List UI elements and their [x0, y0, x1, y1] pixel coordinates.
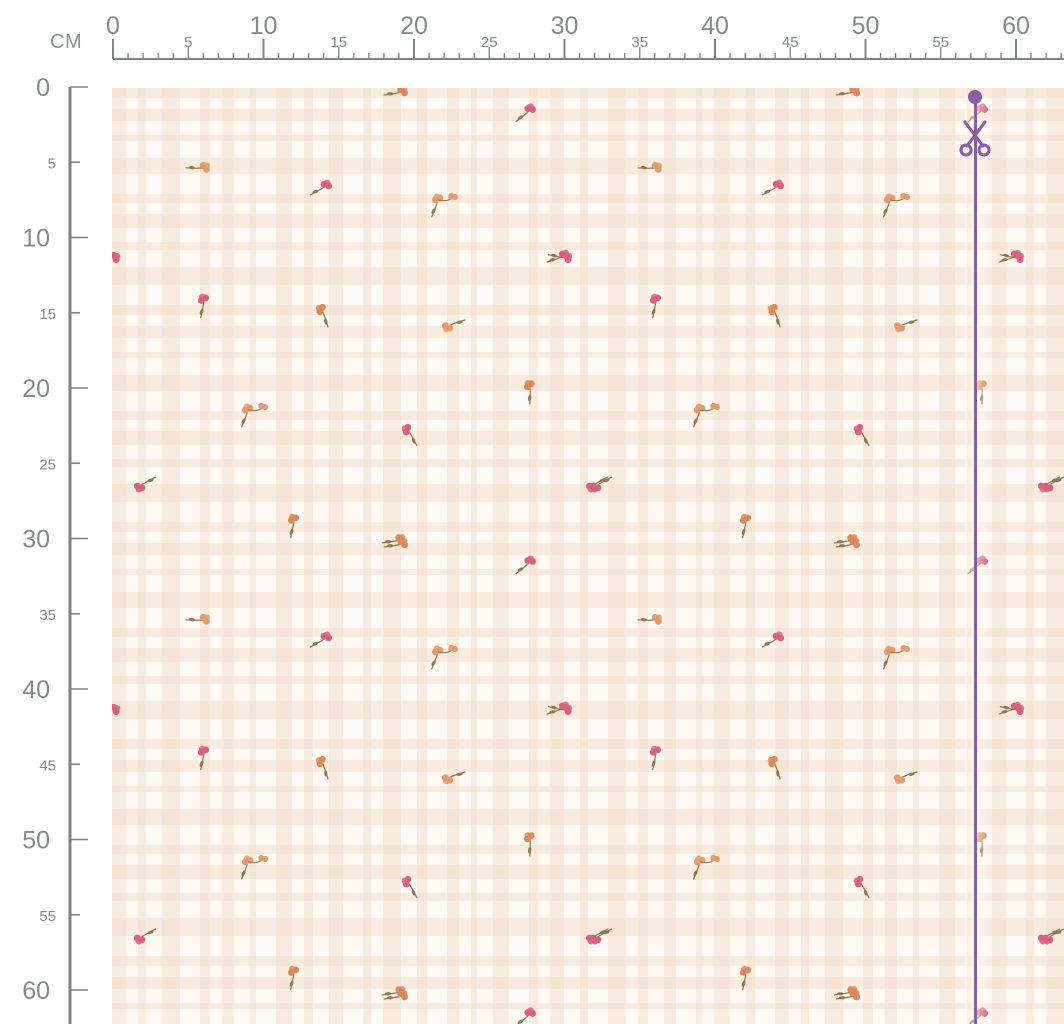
- horizontal-ruler: CM 0 10 20 30 40 50 60 5 15 25 35 45 55: [0, 0, 1064, 88]
- gingham-floral-pattern: [112, 88, 1064, 1024]
- flower-motif: [515, 103, 537, 123]
- ruler-minor-label: 45: [782, 34, 799, 51]
- flower-motif: [524, 832, 535, 857]
- flower-motif: [383, 538, 408, 549]
- flower-motif: [649, 293, 662, 319]
- flower-motif: [441, 319, 466, 333]
- flower-motif: [185, 162, 210, 173]
- flower-motif: [315, 303, 329, 328]
- flower-motif: [761, 631, 785, 648]
- flower-motif: [112, 703, 121, 716]
- flower-motif: [585, 476, 609, 493]
- flower-motif: [835, 88, 860, 97]
- ruler-major-label: 60: [22, 977, 50, 1005]
- flower-motif: [547, 251, 573, 264]
- flower-motif: [441, 771, 466, 785]
- flower-motif: [999, 703, 1025, 716]
- ruler-major-label: 0: [106, 12, 120, 40]
- ruler-minor-label: 5: [48, 155, 56, 172]
- flower-motif: [882, 192, 911, 218]
- ruler-minor-label: 25: [481, 34, 498, 51]
- flower-motif: [185, 614, 210, 625]
- ruler-major-label: 20: [22, 375, 50, 403]
- ruler-major-label: 40: [701, 12, 729, 40]
- vertical-ruler-scale: 0 10 20 30 40 50 60 5 15 25 35 45 55: [22, 74, 88, 1024]
- flower-motif: [401, 423, 418, 447]
- flower-motif: [1037, 476, 1061, 493]
- flower-motif: [309, 631, 333, 648]
- fabric-pattern-preview: [112, 88, 1064, 1024]
- flower-motif: [112, 251, 121, 264]
- flower-motif: [835, 990, 860, 1001]
- flower-motif: [401, 875, 418, 899]
- ruler-major-label: 10: [250, 12, 278, 40]
- flower-motif: [882, 644, 911, 670]
- ruler-minor-label: 35: [631, 34, 648, 51]
- scissors-icon[interactable]: [958, 118, 992, 158]
- ruler-major-label: 30: [22, 526, 50, 554]
- ruler-minor-label: 55: [39, 908, 56, 925]
- flower-motif: [287, 965, 300, 991]
- flower-motif: [637, 614, 662, 625]
- flower-motif: [853, 423, 870, 447]
- flower-motif: [767, 755, 781, 780]
- flower-motif: [240, 854, 269, 880]
- flower-motif: [287, 513, 300, 539]
- ruler-minor-label: 15: [39, 306, 56, 323]
- flower-motif: [133, 928, 157, 945]
- flower-motif: [649, 745, 662, 771]
- flower-motif: [1037, 928, 1061, 945]
- ruler-minor-label: 45: [39, 757, 56, 774]
- flower-motif: [197, 745, 210, 771]
- cut-line[interactable]: [974, 96, 977, 1024]
- flower-motif: [893, 319, 918, 333]
- flower-motif: [524, 380, 535, 405]
- ruler-major-label: 50: [852, 12, 880, 40]
- ruler-major-label: 30: [551, 12, 579, 40]
- cut-line-handle[interactable]: [968, 90, 982, 104]
- ruler-minor-label: 25: [39, 456, 56, 473]
- flower-motif: [835, 538, 860, 549]
- flower-motif: [547, 703, 573, 716]
- flower-motif: [240, 402, 269, 428]
- flower-motif: [430, 644, 459, 670]
- flower-motif: [197, 293, 210, 319]
- gingham-horizontal-bands: [112, 88, 1064, 1009]
- vertical-ruler: 0 10 20 30 40 50 60 5 15 25 35 45 55: [0, 0, 112, 1024]
- ruler-unit-label: CM: [50, 31, 83, 53]
- flower-motif: [515, 555, 537, 575]
- ruler-minor-label: 5: [184, 34, 192, 51]
- ruler-major-label: 60: [1002, 12, 1030, 40]
- flower-motif: [515, 1007, 537, 1024]
- flower-motif: [315, 755, 329, 780]
- gingham-vertical-bands: [112, 88, 1064, 1024]
- flower-motif: [893, 771, 918, 785]
- ruler-major-label: 20: [400, 12, 428, 40]
- ruler-major-label: 40: [22, 676, 50, 704]
- flower-motif: [383, 990, 408, 1001]
- flower-motif: [585, 928, 609, 945]
- flower-motif: [692, 402, 721, 428]
- flower-motif: [739, 513, 752, 539]
- horizontal-ruler-scale: 0 10 20 30 40 50 60 5 15 25 35 45 55: [106, 12, 1064, 60]
- ruler-major-label: 50: [22, 827, 50, 855]
- flower-motif: [692, 854, 721, 880]
- flower-motif: [637, 162, 662, 173]
- ruler-major-label: 0: [36, 74, 50, 102]
- flower-motif: [133, 476, 157, 493]
- flower-motif: [309, 179, 333, 196]
- flower-motif: [767, 303, 781, 328]
- flower-motif: [739, 965, 752, 991]
- flower-motif: [853, 875, 870, 899]
- flower-layer: [112, 88, 1064, 1024]
- flower-motif: [999, 251, 1025, 264]
- ruler-minor-label: 55: [932, 34, 949, 51]
- flower-motif: [383, 88, 408, 97]
- flower-motif: [761, 179, 785, 196]
- ruler-minor-label: 35: [39, 607, 56, 624]
- ruler-minor-label: 15: [330, 34, 347, 51]
- flower-motif: [430, 192, 459, 218]
- ruler-major-label: 10: [22, 225, 50, 253]
